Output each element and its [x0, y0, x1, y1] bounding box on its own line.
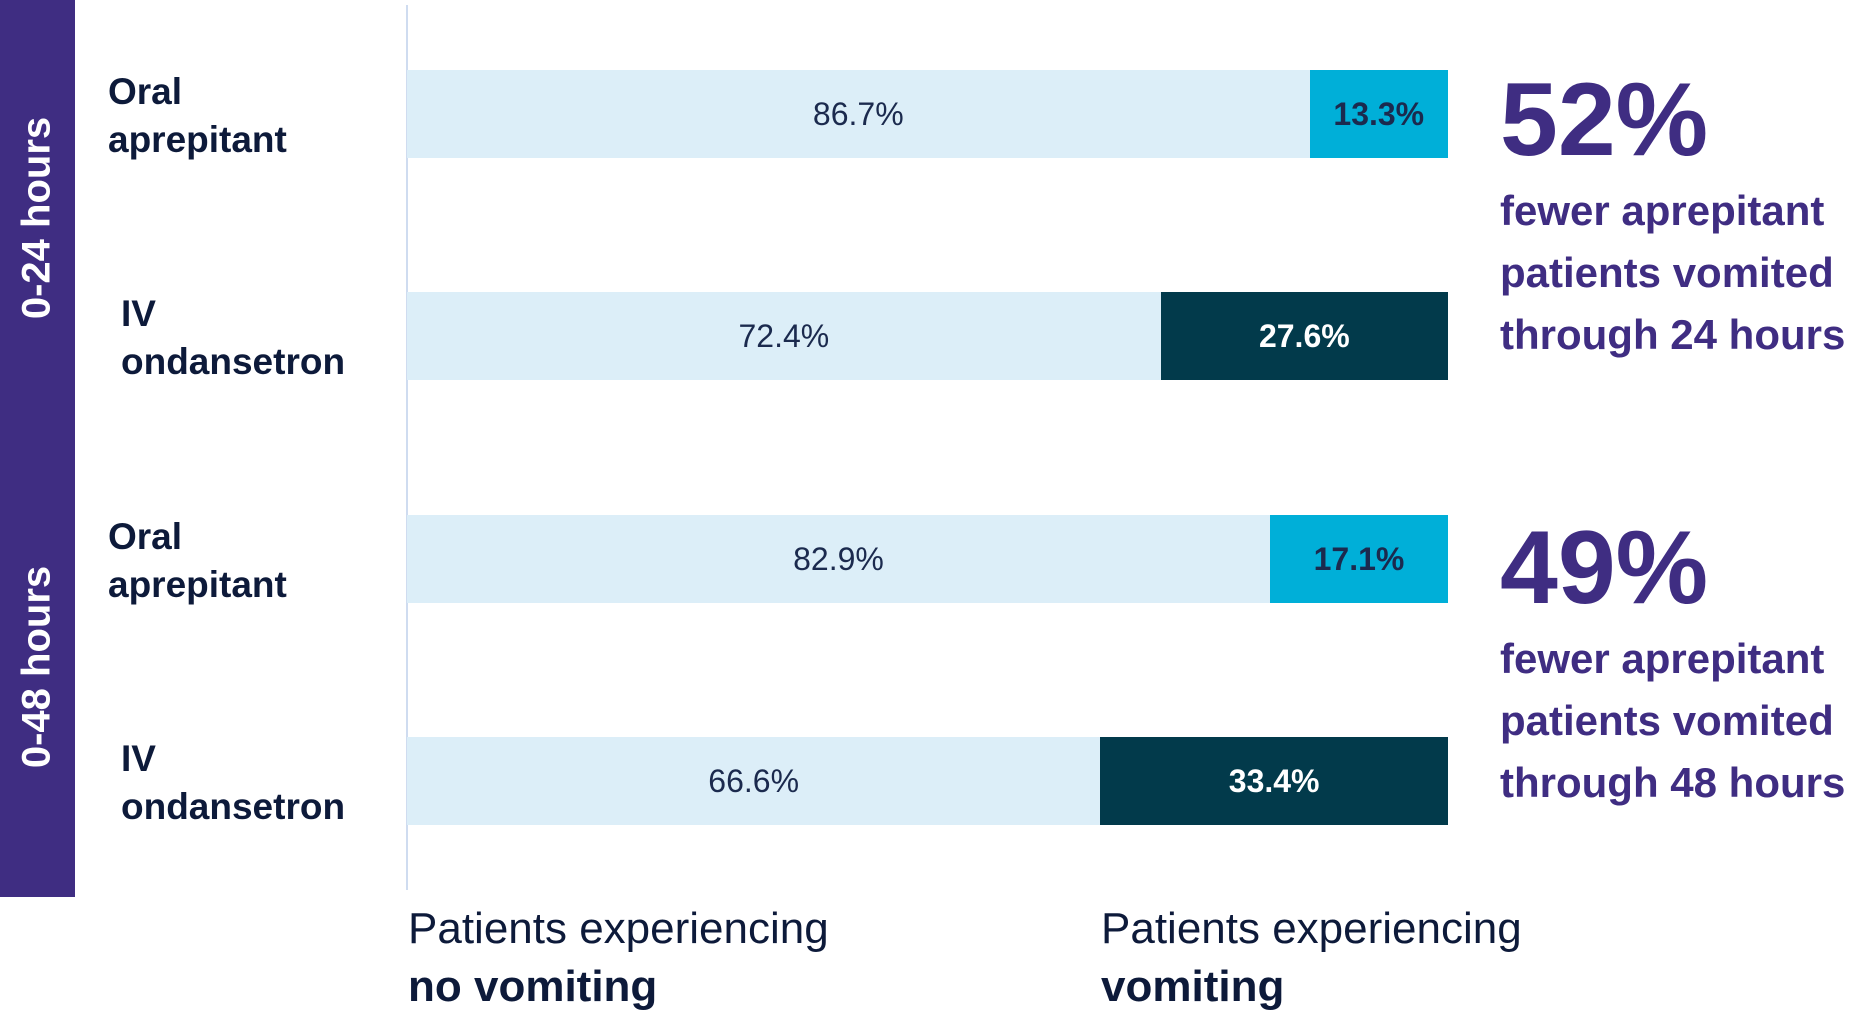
callout-line: through 24 hours [1500, 311, 1846, 358]
row-label-line: ondansetron [121, 341, 346, 382]
bar-vomiting: 27.6% [1160, 292, 1448, 380]
callout-text: fewer aprepitant patients vomited throug… [1500, 180, 1845, 366]
bar-vomiting: 13.3% [1309, 70, 1448, 158]
legend-text-bold: vomiting [1101, 962, 1285, 1011]
callout-value: 49% [1500, 510, 1709, 626]
row-label: Oral aprepitant [108, 68, 287, 164]
legend-no-vomiting: Patients experiencing no vomiting [408, 900, 829, 1016]
bar-no-vomiting: 66.6% [407, 737, 1101, 825]
row-label: Oral aprepitant [108, 513, 287, 609]
callout-48h: 49% fewer aprepitant patients vomited th… [1500, 516, 1845, 814]
row-label-line: aprepitant [108, 119, 287, 160]
group-label-0-48: 0-48 hours [14, 565, 59, 769]
bar-no-vomiting: 72.4% [407, 292, 1161, 380]
callout-line: patients vomited [1500, 697, 1834, 744]
bar-no-vomiting: 86.7% [407, 70, 1310, 158]
row-label: IV ondansetron [121, 735, 345, 831]
callout-line: fewer aprepitant [1500, 187, 1825, 234]
row-label-line: Oral [108, 516, 183, 557]
callout-line: patients vomited [1500, 249, 1834, 296]
row-label-line: IV [121, 293, 156, 334]
row-label: IV ondansetron [121, 290, 345, 386]
legend-vomiting: Patients experiencing vomiting [1101, 900, 1522, 1016]
bar-vomiting: 17.1% [1269, 515, 1448, 603]
row-label-line: aprepitant [108, 564, 287, 605]
callout-24h: 52% fewer aprepitant patients vomited th… [1500, 68, 1845, 366]
legend-text-bold: no vomiting [408, 962, 658, 1011]
y-axis-line [406, 5, 408, 890]
legend-text: Patients experiencing [408, 904, 829, 953]
row-label-line: ondansetron [121, 786, 346, 827]
callout-line: fewer aprepitant [1500, 635, 1825, 682]
callout-text: fewer aprepitant patients vomited throug… [1500, 628, 1845, 814]
group-label-0-24: 0-24 hours [14, 116, 59, 320]
bar-no-vomiting: 82.9% [407, 515, 1270, 603]
callout-value: 52% [1500, 62, 1709, 178]
timeframe-band [0, 0, 75, 897]
callout-line: through 48 hours [1500, 759, 1846, 806]
row-label-line: IV [121, 738, 156, 779]
row-label-line: Oral [108, 71, 183, 112]
legend-text: Patients experiencing [1101, 904, 1522, 953]
bar-vomiting: 33.4% [1100, 737, 1448, 825]
